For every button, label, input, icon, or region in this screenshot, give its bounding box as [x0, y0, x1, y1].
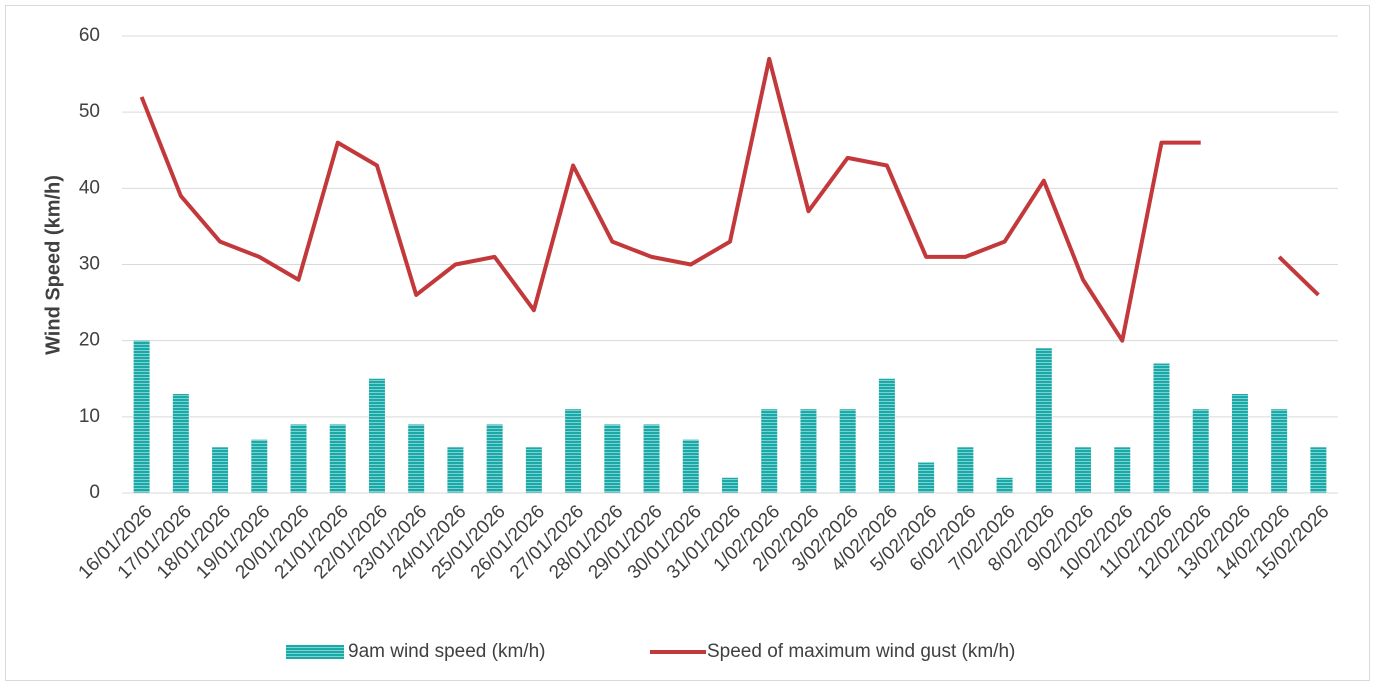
bar — [1271, 409, 1288, 493]
bar — [957, 447, 974, 493]
y-tick-label: 40 — [79, 177, 100, 198]
bar — [133, 340, 150, 493]
bar — [722, 477, 738, 493]
bar — [1310, 447, 1327, 493]
legend-swatch — [286, 645, 344, 659]
bar — [486, 424, 503, 493]
bar — [251, 439, 268, 493]
bar — [172, 393, 189, 493]
bar — [525, 447, 542, 493]
bar — [682, 439, 699, 493]
y-tick-label: 10 — [79, 406, 100, 427]
y-tick-label: 30 — [79, 254, 100, 275]
bar — [565, 409, 582, 493]
bar — [1153, 363, 1170, 493]
bar — [1114, 447, 1131, 493]
bar — [408, 424, 425, 493]
line — [139, 56, 1320, 343]
bar — [1192, 409, 1209, 493]
bar — [329, 424, 346, 493]
y-tick-label: 0 — [89, 482, 100, 503]
y-tick-label: 50 — [79, 101, 100, 122]
chart-border — [5, 5, 1370, 681]
y-axis-title: Wind Speed (km/h) — [42, 175, 64, 355]
bar — [643, 424, 660, 493]
bar — [1035, 348, 1052, 493]
bar — [1075, 447, 1092, 493]
bar — [918, 462, 935, 493]
bar — [839, 409, 856, 493]
y-tick-label: 60 — [79, 25, 100, 46]
bar — [1231, 393, 1248, 493]
legend-label: Speed of maximum wind gust (km/h) — [707, 641, 1015, 662]
legend-label: 9am wind speed (km/h) — [348, 641, 545, 662]
bar — [800, 409, 817, 493]
y-tick-label: 20 — [79, 330, 100, 351]
bar — [447, 447, 464, 493]
bar — [996, 477, 1013, 493]
bar — [878, 378, 895, 493]
bar — [368, 378, 385, 493]
bar — [212, 447, 229, 493]
bar — [604, 424, 621, 493]
bar — [761, 409, 778, 493]
bar — [290, 424, 307, 493]
